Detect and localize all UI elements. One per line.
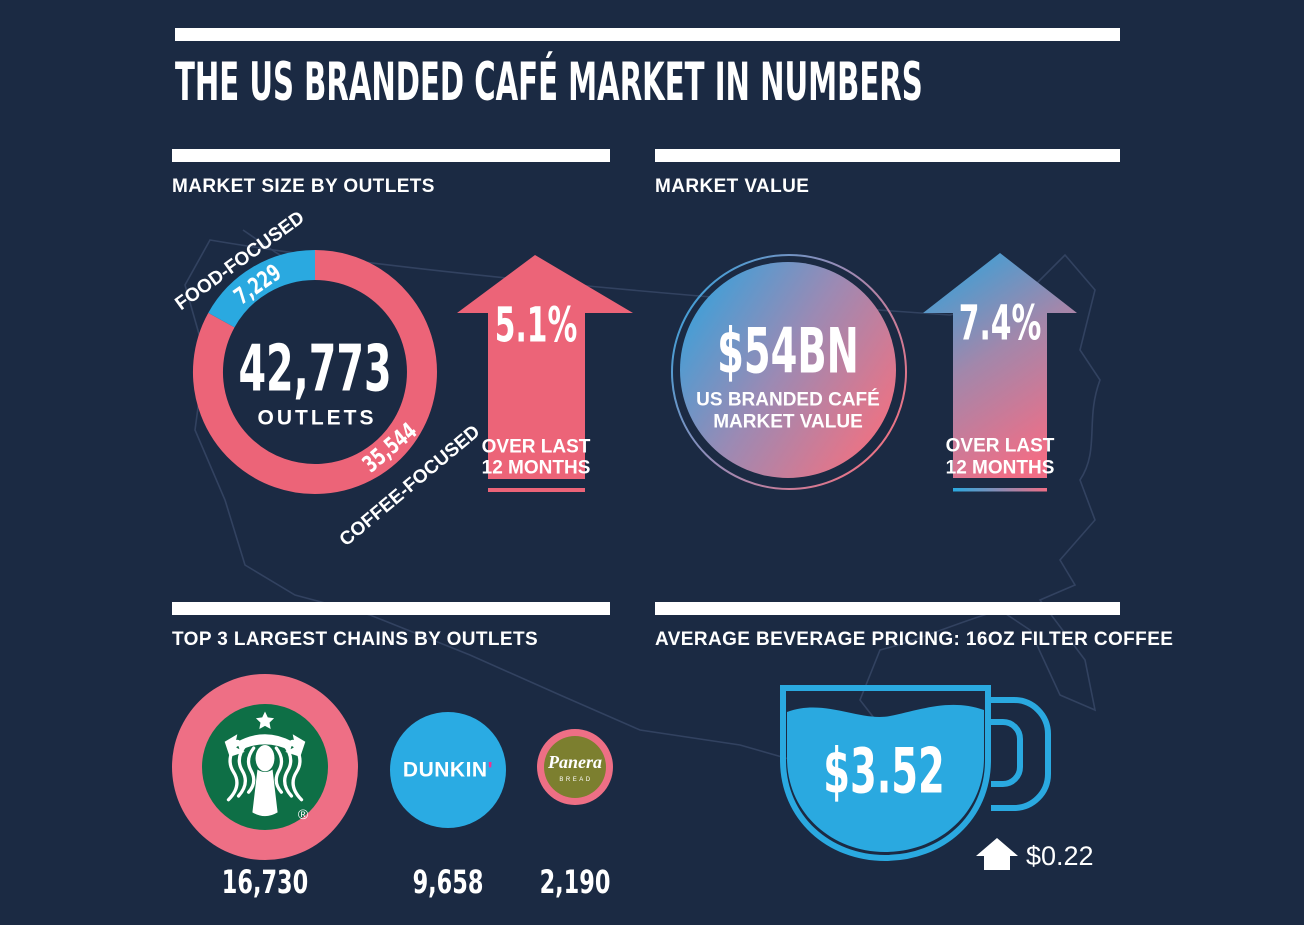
heading-market-value: MARKET VALUE <box>655 176 810 197</box>
section-rule-pricing <box>655 602 1120 615</box>
starbucks-registered-mark: ® <box>297 806 309 822</box>
section-rule-chains <box>172 602 610 615</box>
heading-chains: TOP 3 LARGEST CHAINS BY OUTLETS <box>172 629 539 650</box>
outlet-growth-caption-2: 12 MONTHS <box>481 457 591 479</box>
dunkin-wordmark: DUNKIN' <box>402 758 494 782</box>
market-value-circle <box>671 254 907 490</box>
section-rule-market-value <box>655 149 1120 162</box>
donut-total: 42,773 <box>238 332 392 407</box>
dunkin-outlets-value: 9,658 <box>412 863 484 901</box>
value-growth-caption-1: OVER LAST <box>945 435 1055 457</box>
average-price-value: $3.52 <box>823 734 945 808</box>
dunkin-apostrophe: ' <box>487 758 494 782</box>
section-rule-market-size <box>172 149 610 162</box>
page-title: THE US BRANDED CAFÉ MARKET IN NUMBERS <box>175 52 923 113</box>
market-value-caption-1: US BRANDED CAFÉ <box>696 389 880 411</box>
heading-pricing: AVERAGE BEVERAGE PRICING: 16OZ FILTER CO… <box>655 629 1174 650</box>
outlet-growth-value: 5.1% <box>494 297 578 354</box>
value-growth-caption-2: 12 MONTHS <box>945 457 1055 479</box>
outlet-growth-caption-1: OVER LAST <box>481 436 591 458</box>
dunkin-logo <box>390 712 506 828</box>
price-change-value: $0.22 <box>1026 841 1094 871</box>
value-growth-value: 7.4% <box>958 295 1042 352</box>
starbucks-outlets-value: 16,730 <box>221 863 309 901</box>
donut-chart <box>193 250 437 494</box>
title-rule <box>175 28 1120 41</box>
panera-outlets-value: 2,190 <box>539 863 611 901</box>
coffee-cup-icon <box>780 685 1051 862</box>
market-value-caption-2: MARKET VALUE <box>713 411 863 433</box>
starbucks-logo <box>172 674 358 860</box>
price-increase-arrow-icon <box>976 838 1018 870</box>
panera-logo <box>537 729 613 805</box>
donut-total-label: OUTLETS <box>257 406 377 430</box>
market-value-amount: $54BN <box>717 314 859 388</box>
panera-wordmark: Panera <box>548 752 602 772</box>
panera-sub-wordmark: BREAD <box>559 777 593 783</box>
heading-market-size: MARKET SIZE BY OUTLETS <box>172 176 435 197</box>
growth-arrow-pink-icon <box>457 255 633 492</box>
growth-arrow-gradient-icon <box>923 253 1077 492</box>
